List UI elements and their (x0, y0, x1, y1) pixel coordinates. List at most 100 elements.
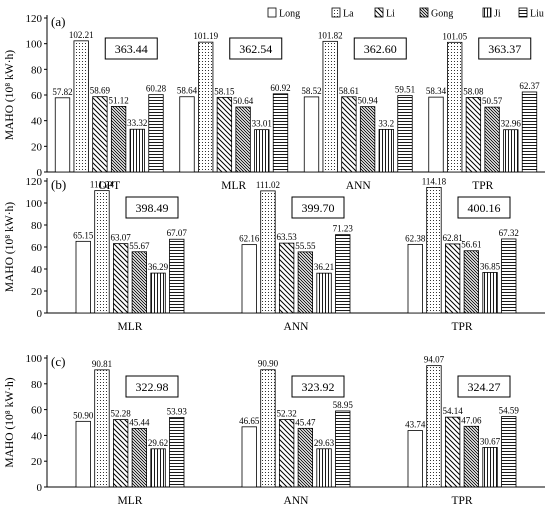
bar-li (216, 96, 233, 173)
bar-liu (272, 93, 289, 173)
total-box (478, 37, 532, 60)
bar-long (428, 96, 444, 173)
x-tick-label: MLR (118, 495, 143, 507)
total-box (125, 375, 179, 398)
chart-panels: (a) MAHO (10⁸ kW·h) 0 20 40 60 80 100 120 OPT 363.… (4, 13, 545, 507)
legend-swatch (331, 7, 341, 18)
y-tick-label: 40 (31, 430, 43, 442)
total-label: 398.49 (136, 201, 169, 215)
legend-swatch (482, 7, 492, 18)
data-label: 62.16 (239, 234, 260, 244)
panel-label: (a) (51, 14, 65, 29)
data-label: 59.51 (395, 85, 415, 95)
bar-gong (235, 106, 251, 173)
y-tick-label: 0 (37, 482, 43, 494)
bar-long (75, 240, 91, 314)
data-label: 94.07 (424, 355, 445, 365)
legend-label: Ji (494, 9, 501, 20)
bar-long (407, 430, 423, 488)
legend-swatch (374, 7, 384, 18)
y-axis-label: MAHO (10⁸ kW·h) (4, 377, 16, 467)
bar-la (322, 40, 338, 173)
data-label: 45.44 (129, 417, 150, 427)
y-tick-label: 100 (26, 39, 43, 51)
legend-swatch (419, 7, 429, 18)
bar-liu (335, 234, 351, 314)
data-label: 58.08 (463, 86, 484, 96)
bar-long (303, 96, 320, 173)
y-tick-label: 100 (26, 353, 43, 365)
bar-gong (131, 251, 148, 314)
data-label: 47.06 (461, 415, 482, 425)
y-tick-label: 120 (26, 13, 43, 25)
bar-long (54, 97, 71, 173)
data-label: 45.47 (295, 417, 316, 427)
data-label: 63.53 (277, 232, 298, 242)
data-label: 33.2 (378, 118, 394, 128)
data-label: 50.64 (233, 96, 254, 106)
y-tick-label: 20 (31, 141, 43, 153)
y-tick-label: 80 (31, 220, 43, 232)
bar-gong (131, 427, 148, 488)
y-tick-label: 60 (31, 405, 43, 417)
panel-label: (c) (51, 354, 65, 369)
total-label: 363.44 (115, 42, 148, 56)
legend-item-liu: Liu (518, 7, 544, 20)
y-tick-label: 60 (31, 242, 43, 254)
bar-liu (501, 238, 517, 314)
data-label: 54.59 (499, 406, 520, 416)
bar-li (113, 243, 129, 314)
bar-li (341, 96, 357, 173)
bar-la (260, 190, 276, 314)
legend-item-gong: Gong (419, 7, 453, 20)
data-label: 50.90 (73, 410, 94, 420)
bar-liu (169, 238, 185, 314)
bar-ji (316, 448, 332, 488)
bar-long (407, 243, 423, 314)
data-label: 33.01 (252, 119, 272, 129)
bar-ji (482, 447, 498, 488)
legend-label: Long (279, 9, 300, 20)
total-label: 322.98 (136, 380, 169, 394)
data-label: 62.38 (405, 233, 426, 243)
data-label: 102.21 (69, 30, 94, 40)
bar-ji (503, 129, 519, 173)
total-box (457, 375, 511, 398)
total-box (104, 37, 158, 60)
bar-long (179, 96, 195, 173)
bar-ji (316, 272, 332, 314)
bar-ji (150, 448, 166, 488)
bar-li (465, 97, 482, 173)
x-tick-label: OPT (98, 180, 120, 192)
bar-liu (335, 410, 351, 488)
x-tick-label: TPR (451, 321, 472, 333)
data-label: 71.23 (333, 224, 354, 234)
data-label: 65.15 (73, 230, 94, 240)
total-label: 363.37 (488, 42, 521, 56)
bar-gong (463, 250, 480, 314)
data-label: 101.82 (318, 30, 343, 40)
legend-item-la: La (331, 7, 354, 20)
total-label: 324.27 (468, 380, 501, 394)
legend-swatch (518, 7, 528, 18)
data-label: 101.05 (442, 31, 467, 41)
data-label: 58.64 (177, 86, 198, 96)
total-box (229, 37, 283, 60)
bar-gong (484, 106, 500, 173)
bar-long (241, 244, 257, 314)
data-label: 43.74 (405, 420, 426, 430)
bar-liu (148, 94, 164, 173)
bar-ji (254, 129, 270, 173)
data-label: 111.02 (256, 180, 280, 190)
legend-item-li: Li (374, 7, 395, 20)
data-label: 58.52 (301, 86, 321, 96)
legend-item-long: Long (267, 7, 300, 20)
data-label: 62.37 (519, 81, 540, 91)
y-tick-label: 20 (31, 286, 43, 298)
bar-ji (129, 128, 145, 173)
data-label: 58.69 (90, 86, 111, 96)
y-tick-label: 80 (31, 379, 43, 391)
y-axis-label: MAHO (10⁸ kW·h) (4, 202, 16, 292)
legend-swatch (267, 7, 277, 18)
